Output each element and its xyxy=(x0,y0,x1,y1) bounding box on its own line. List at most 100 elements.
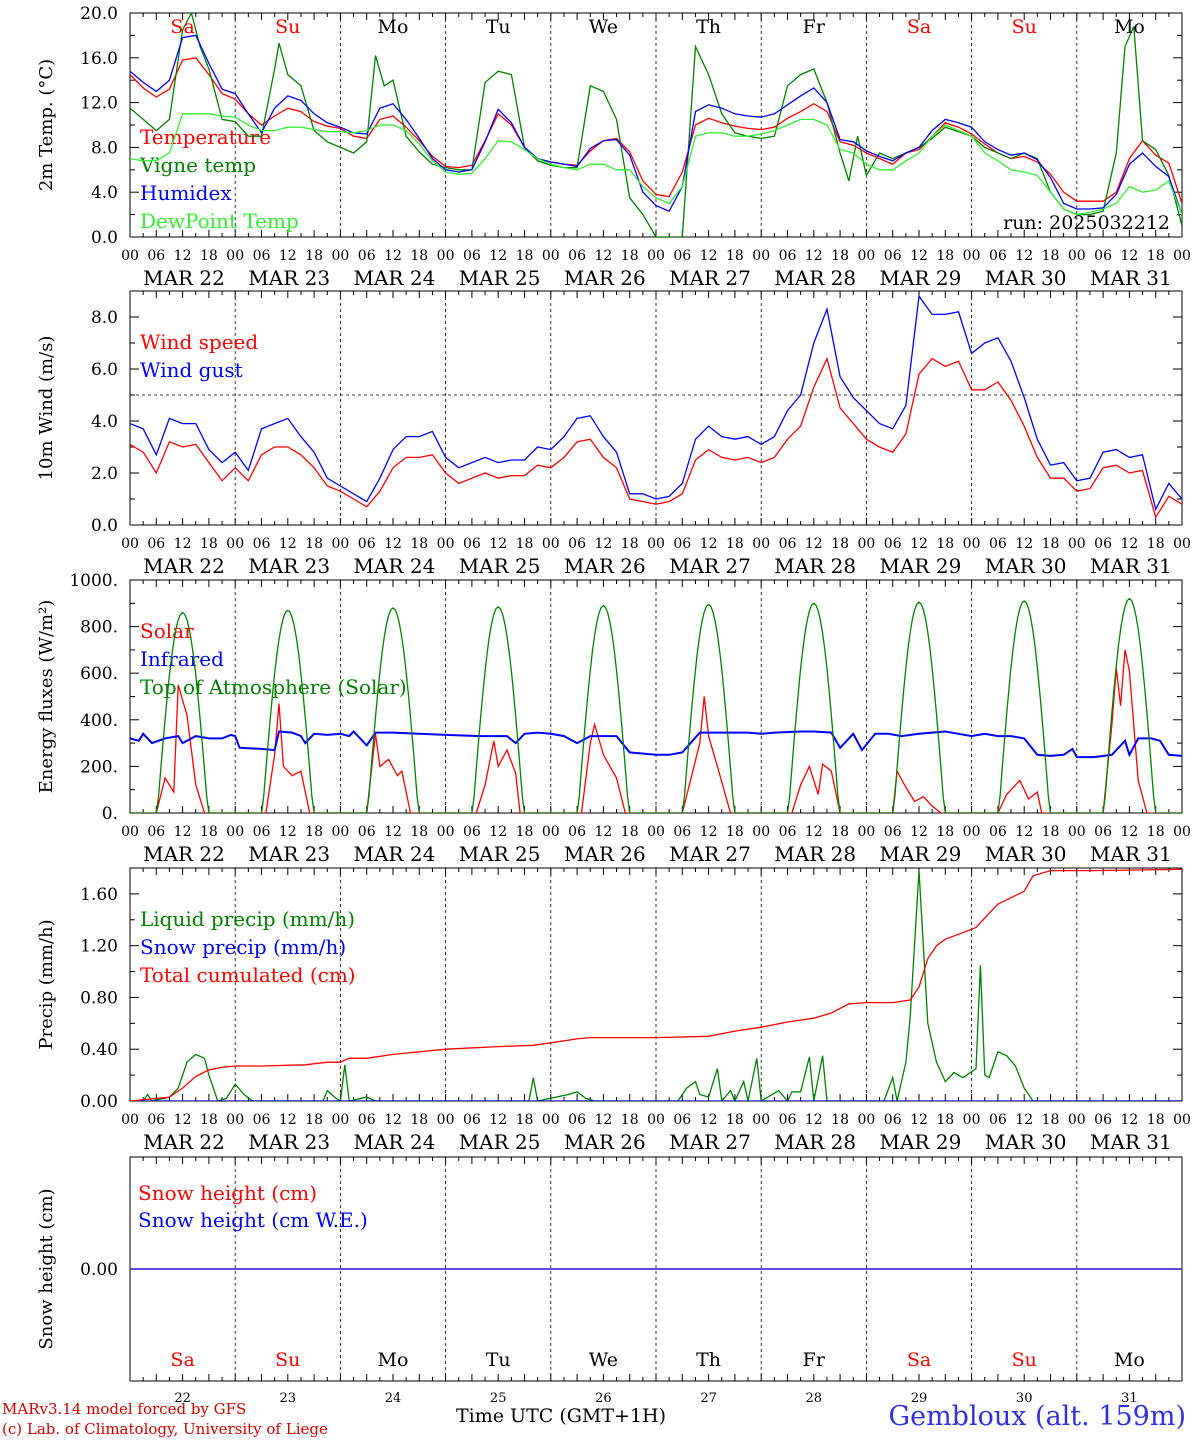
day-of-week-label: Tu xyxy=(486,16,511,38)
hour-tick-label: 12 xyxy=(1120,1112,1138,1128)
y-tick-label: 0. xyxy=(102,804,118,824)
date-label: MAR 25 xyxy=(459,554,541,578)
hour-tick-label: 18 xyxy=(200,248,218,264)
hour-tick-label: 06 xyxy=(673,1112,691,1128)
y-axis-label: Precip (mm/h) xyxy=(36,919,57,1049)
hour-tick-label: 06 xyxy=(884,824,902,840)
hour-tick-label: 18 xyxy=(1042,248,1060,264)
hour-tick-label: 18 xyxy=(200,824,218,840)
hour-tick-label: 06 xyxy=(673,536,691,552)
hour-tick-label: 18 xyxy=(410,248,428,264)
day-of-week-label: Sa xyxy=(907,16,931,38)
hour-tick-label: 12 xyxy=(384,824,402,840)
hour-tick-label: 12 xyxy=(910,248,928,264)
hour-tick-label: 00 xyxy=(1173,824,1191,840)
legend-entry: Wind speed xyxy=(140,330,258,354)
y-tick-label: 4.0 xyxy=(91,412,118,432)
hour-tick-label: 18 xyxy=(410,824,428,840)
hour-tick-label: 12 xyxy=(174,824,192,840)
y-tick-label: 16.0 xyxy=(80,49,118,69)
legend-entry: Total cumulated (cm) xyxy=(140,963,356,987)
hour-tick-label: 06 xyxy=(463,824,481,840)
date-label: MAR 25 xyxy=(459,1130,541,1154)
hour-tick-label: 00 xyxy=(1068,1112,1086,1128)
day-of-week-label: We xyxy=(589,16,618,38)
hour-tick-label: 00 xyxy=(752,1112,770,1128)
day-of-week-label: Su xyxy=(275,16,300,38)
date-label: MAR 22 xyxy=(143,842,225,866)
hour-tick-label: 00 xyxy=(437,536,455,552)
legend-entry: Vigne temp xyxy=(139,153,256,177)
hour-tick-label: 18 xyxy=(621,1112,639,1128)
hour-tick-label: 06 xyxy=(1094,248,1112,264)
hour-tick-label: 06 xyxy=(779,824,797,840)
hour-tick-label: 00 xyxy=(331,536,349,552)
y-tick-label: 4.0 xyxy=(91,183,118,203)
date-label: MAR 24 xyxy=(354,842,436,866)
date-label: MAR 31 xyxy=(1090,266,1172,290)
day-of-week-label: Sa xyxy=(907,1349,931,1371)
hour-tick-label: 00 xyxy=(437,824,455,840)
hour-tick-label: 00 xyxy=(226,824,244,840)
hour-tick-label: 18 xyxy=(200,536,218,552)
hour-tick-label: 18 xyxy=(410,536,428,552)
hour-tick-label: 00 xyxy=(1173,536,1191,552)
hour-tick-label: 18 xyxy=(1147,824,1165,840)
y-tick-label: 20.0 xyxy=(80,4,118,24)
date-label: MAR 27 xyxy=(669,266,751,290)
hour-tick-label: 18 xyxy=(305,1112,323,1128)
hour-tick-label: 18 xyxy=(726,536,744,552)
hour-tick-label: 18 xyxy=(621,824,639,840)
hour-tick-label: 18 xyxy=(831,536,849,552)
hour-tick-label: 00 xyxy=(121,824,139,840)
station-label: Gembloux (alt. 159m) xyxy=(888,1401,1186,1432)
lab-credit: (c) Lab. of Climatology, University of L… xyxy=(2,1420,328,1438)
hour-tick-label: 12 xyxy=(1015,536,1033,552)
day-number-label: 25 xyxy=(490,1391,507,1406)
day-of-week-label: We xyxy=(589,1349,618,1371)
day-number-label: 28 xyxy=(806,1391,823,1406)
hour-tick-label: 00 xyxy=(963,536,981,552)
hour-tick-label: 12 xyxy=(279,1112,297,1128)
hour-tick-label: 00 xyxy=(857,536,875,552)
panel-temp: 0.0 4.0 8.0 12.0 16.0 20.0 2m Temp. (°C) Temper… xyxy=(36,4,1191,290)
legend-entry: Temperature xyxy=(140,125,271,149)
date-label: MAR 22 xyxy=(143,1130,225,1154)
date-label: MAR 28 xyxy=(774,266,856,290)
plot-frame xyxy=(129,12,1183,238)
y-tick-label: 8.0 xyxy=(91,138,118,158)
hour-tick-label: 00 xyxy=(437,1112,455,1128)
hour-tick-label: 18 xyxy=(1042,1112,1060,1128)
hour-tick-label: 12 xyxy=(279,536,297,552)
hour-tick-label: 18 xyxy=(1042,824,1060,840)
date-label: MAR 26 xyxy=(564,266,646,290)
date-label: MAR 31 xyxy=(1090,554,1172,578)
hour-tick-label: 12 xyxy=(594,248,612,264)
hour-tick-label: 18 xyxy=(305,824,323,840)
day-number-label: 26 xyxy=(595,1391,612,1406)
hour-tick-label: 06 xyxy=(673,248,691,264)
hour-tick-label: 00 xyxy=(542,536,560,552)
hour-tick-label: 18 xyxy=(726,824,744,840)
hour-tick-label: 00 xyxy=(331,1112,349,1128)
hour-tick-label: 06 xyxy=(568,1112,586,1128)
series-line-wind-gust xyxy=(130,294,1182,512)
date-label: MAR 27 xyxy=(669,1130,751,1154)
run-annotation: run: 2025032212 xyxy=(1003,212,1170,234)
day-number-label: 29 xyxy=(911,1391,928,1406)
date-label: MAR 30 xyxy=(985,1130,1067,1154)
hour-tick-label: 12 xyxy=(489,824,507,840)
y-tick-label: 200. xyxy=(80,757,118,777)
hour-tick-label: 12 xyxy=(910,824,928,840)
date-label: MAR 27 xyxy=(669,842,751,866)
date-label: MAR 29 xyxy=(880,266,962,290)
hour-tick-label: 06 xyxy=(989,248,1007,264)
hour-tick-label: 06 xyxy=(253,824,271,840)
date-label: MAR 29 xyxy=(880,554,962,578)
hour-tick-label: 12 xyxy=(700,248,718,264)
hour-tick-label: 00 xyxy=(226,536,244,552)
hour-tick-label: 00 xyxy=(647,824,665,840)
hour-tick-label: 06 xyxy=(358,248,376,264)
date-label: MAR 24 xyxy=(354,266,436,290)
